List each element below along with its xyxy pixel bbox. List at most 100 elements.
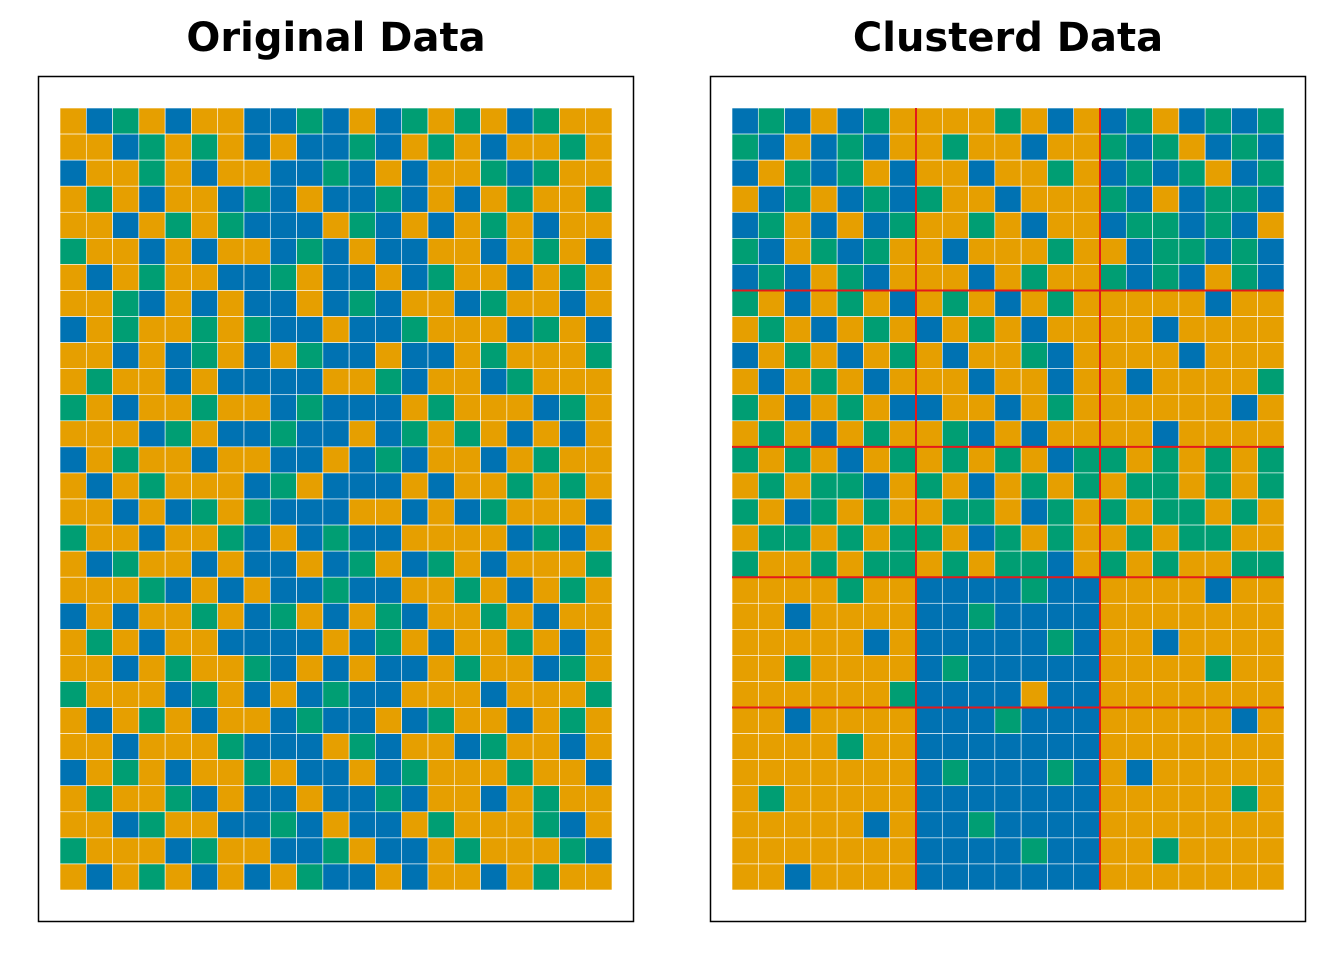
cell — [1257, 185, 1285, 213]
cell — [269, 602, 297, 630]
cell — [243, 863, 271, 891]
cell — [1204, 629, 1232, 656]
cell — [138, 368, 166, 396]
cell — [164, 576, 192, 604]
cell — [1047, 290, 1075, 317]
cell — [269, 394, 297, 422]
cell — [915, 629, 943, 656]
cell — [757, 863, 785, 891]
cell — [112, 811, 140, 839]
cell — [863, 290, 891, 317]
cell — [915, 420, 943, 448]
cell — [585, 394, 613, 422]
cell — [810, 655, 838, 682]
cell — [863, 550, 891, 578]
cell — [941, 655, 969, 682]
cell — [59, 655, 87, 682]
cell — [731, 394, 759, 422]
cell — [532, 342, 560, 369]
cell — [164, 316, 192, 343]
cell — [322, 629, 350, 656]
cell — [1099, 863, 1127, 891]
cell — [453, 498, 481, 526]
cell — [348, 498, 376, 526]
cell — [1152, 107, 1180, 135]
cell — [810, 733, 838, 760]
cell — [243, 733, 271, 760]
cell — [1204, 133, 1232, 161]
cell — [112, 837, 140, 865]
cell — [322, 498, 350, 526]
cell — [1257, 576, 1285, 604]
cell — [1257, 733, 1285, 760]
cell — [375, 837, 403, 865]
cell — [1178, 264, 1206, 291]
cell — [375, 420, 403, 448]
cell — [269, 576, 297, 604]
cell — [1047, 707, 1075, 734]
cell — [994, 368, 1022, 396]
cell — [559, 576, 587, 604]
cell — [585, 368, 613, 396]
cell — [994, 498, 1022, 526]
cell — [296, 264, 324, 291]
cell — [941, 316, 969, 343]
cell — [994, 420, 1022, 448]
cell — [994, 655, 1022, 682]
cell — [585, 446, 613, 474]
cell — [559, 550, 587, 578]
cell — [269, 524, 297, 552]
cell — [810, 524, 838, 552]
cell — [1073, 863, 1101, 891]
cell — [836, 211, 864, 239]
cell — [757, 550, 785, 578]
cell — [941, 394, 969, 422]
cell — [1047, 524, 1075, 552]
cell — [1073, 159, 1101, 187]
cell — [968, 394, 996, 422]
cell — [994, 733, 1022, 760]
cell — [453, 394, 481, 422]
cell — [59, 785, 87, 813]
cell — [112, 707, 140, 734]
cell — [112, 602, 140, 630]
cell — [968, 681, 996, 708]
cell — [59, 863, 87, 891]
cell — [532, 576, 560, 604]
cell — [1178, 185, 1206, 213]
cell — [375, 238, 403, 265]
cell — [994, 264, 1022, 291]
cell — [532, 785, 560, 813]
cell — [863, 576, 891, 604]
cell — [427, 655, 455, 682]
cell — [322, 159, 350, 187]
cell — [243, 498, 271, 526]
cell — [217, 863, 245, 891]
cell — [243, 264, 271, 291]
cell — [1099, 368, 1127, 396]
cell — [85, 655, 113, 682]
cell — [243, 472, 271, 500]
cell — [322, 733, 350, 760]
cell — [1073, 811, 1101, 839]
cell — [1047, 576, 1075, 604]
cell — [1047, 629, 1075, 656]
cell — [243, 185, 271, 213]
cell — [506, 759, 534, 787]
cell — [480, 811, 508, 839]
cell — [112, 420, 140, 448]
cell — [217, 133, 245, 161]
cell — [112, 238, 140, 265]
cell — [480, 602, 508, 630]
cell — [1099, 316, 1127, 343]
cell — [1099, 811, 1127, 839]
cell — [1020, 655, 1048, 682]
cell — [322, 576, 350, 604]
cell — [915, 211, 943, 239]
cell — [112, 759, 140, 787]
cell — [243, 238, 271, 265]
cell — [889, 707, 917, 734]
cell — [863, 133, 891, 161]
cell — [59, 185, 87, 213]
cell — [401, 863, 429, 891]
